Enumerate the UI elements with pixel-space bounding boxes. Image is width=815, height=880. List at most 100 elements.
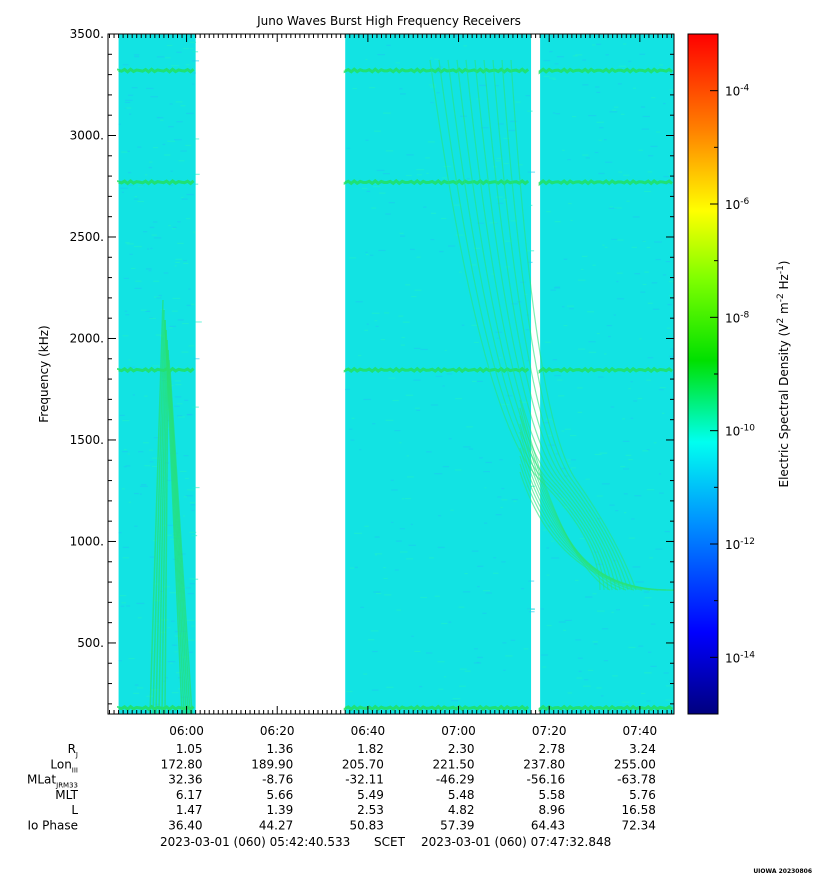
spectrogram-texture [193,231,196,233]
spectrogram-texture [638,645,644,647]
spectrogram-texture [136,687,144,689]
spectrogram-texture [464,572,468,575]
spectrogram-texture [446,373,453,375]
spectrogram-texture [414,407,420,409]
spectrogram-texture [503,199,507,201]
spectrogram-texture [483,471,490,473]
spectrogram-texture [484,522,488,524]
spectrogram-texture [510,639,516,641]
spectrogram-texture [540,654,549,656]
spectrogram-texture [615,510,619,512]
spectrogram-texture [181,198,188,200]
spectrogram-texture [548,444,556,446]
y-tick-label: 3000. [70,128,104,142]
spectrogram-texture [592,264,596,266]
spectrogram-texture [174,630,179,633]
spectrogram-texture [167,140,176,142]
ephemeris-value: 172.80 [161,757,203,771]
spectrogram-texture [593,643,598,645]
ephemeris-value: 1.47 [176,803,203,817]
spectrogram-texture [503,669,506,671]
ephemeris-table: RJ 1.05 1.36 1.82 2.30 2.78 3.24 LonIII 172.80 18… [27,742,656,833]
ephemeris-value: 44.27 [259,819,293,833]
spectrogram-texture [579,538,585,540]
spectrogram-texture [587,311,595,313]
spectrogram-texture [121,191,124,193]
spectrogram-texture [186,639,195,641]
arc-emission [510,59,637,591]
spectrogram-texture [119,414,125,416]
spectrogram-texture [169,103,173,105]
spectrogram-texture [642,283,647,286]
spectrogram-texture [596,517,602,520]
arc-emission [149,299,164,714]
spectrogram-texture [616,298,625,300]
spectrogram-texture [145,268,152,270]
spectrogram-texture [655,548,663,550]
spectrogram-texture [145,310,151,312]
spectrogram-texture [596,687,602,689]
spectrogram-texture [368,639,375,641]
ephemeris-value: 2.53 [357,803,384,817]
spectrogram-texture [375,592,382,595]
spectrogram-texture [561,430,565,432]
spectrogram-texture [413,379,421,381]
spectrogram-texture [140,484,147,486]
spectrogram-texture [461,324,465,326]
emission-line [538,704,674,712]
spectrogram-texture [124,310,128,312]
data-interval-2 [343,34,536,714]
spectrogram-texture [650,623,656,625]
spectrogram-texture [459,271,463,273]
spectrogram-texture [495,514,502,516]
spectrogram-texture [175,366,180,368]
emission-line [117,178,195,186]
spectrogram-texture [152,146,159,149]
spectrogram-texture [527,171,536,173]
spectrogram-texture [170,170,173,172]
spectrogram-texture [174,644,178,646]
spectrogram-texture [156,116,160,119]
spectrogram-texture [549,50,553,53]
spectrogram-texture [568,202,572,205]
spectrogram-texture [669,680,674,682]
spectrogram-texture [374,320,378,322]
spectrogram-texture [503,163,509,165]
spectrogram-texture [169,662,173,664]
spectrogram-texture [134,525,138,527]
spectrogram-texture [150,96,158,98]
spectrogram-texture [175,672,182,674]
x-tick-label: 07:20 [532,724,567,738]
spectrogram-texture [600,695,604,697]
spectrogram-texture [149,556,155,558]
spectrogram-texture [612,675,618,677]
spectrogram-texture [651,97,656,99]
spectrogram-texture [391,489,398,491]
spectrogram-texture [631,246,638,248]
spectrogram-texture [528,485,535,487]
spectrogram-texture [118,123,121,125]
spectrogram-texture [186,193,194,196]
spectrogram-texture [127,171,132,174]
spectrogram-texture [554,286,561,288]
spectrogram-texture [582,59,586,61]
spectrogram-texture [543,422,550,424]
spectrogram-texture [470,264,477,266]
spectrogram-texture [150,247,153,250]
arc-emission [492,59,629,591]
spectrogram-texture [602,580,609,582]
spectrogram-texture [552,359,558,361]
spectrogram-texture [184,399,189,401]
spectrogram-texture [430,239,435,241]
spectrogram-texture [477,585,480,588]
spectrogram-texture [124,35,128,37]
spectrogram-texture [374,130,381,132]
ephemeris-value: 221.50 [433,757,475,771]
spectrogram-texture [623,43,627,45]
spectrogram-texture [357,354,362,357]
spectrogram-texture [379,192,386,194]
spectrogram-texture [128,501,131,503]
spectrogram-texture [420,348,428,351]
spectrogram-texture [555,453,559,455]
spectrogram-texture [428,557,434,559]
